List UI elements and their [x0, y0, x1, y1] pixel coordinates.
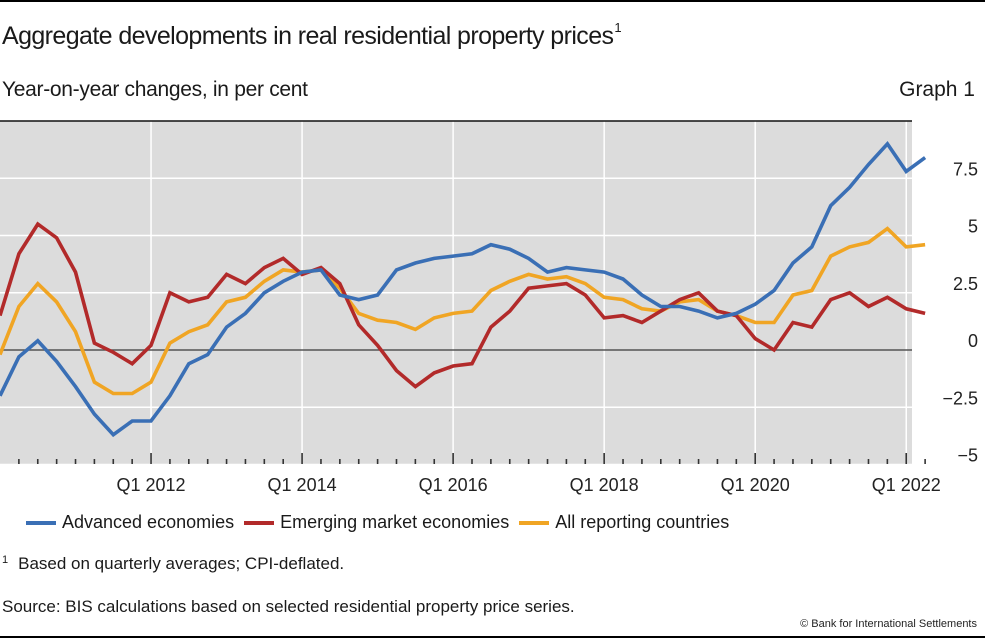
source-note: Source: BIS calculations based on select… [2, 597, 575, 616]
legend-label-advanced: Advanced economies [62, 512, 235, 532]
chart-title: Aggregate developments in real residenti… [2, 20, 622, 51]
series-layer [0, 141, 927, 438]
legend-item-all[interactable]: All reporting countries [519, 512, 729, 533]
legend-item-advanced[interactable]: Advanced economies [26, 512, 234, 533]
legend-item-emerging[interactable]: Emerging market economies [244, 512, 509, 533]
y-tick-label: −5 [957, 446, 978, 466]
x-tick-label: Q1 2016 [419, 475, 488, 495]
x-tick-label: Q1 2022 [872, 475, 941, 495]
title-footnote-marker: 1 [614, 20, 622, 35]
legend: Advanced economies Emerging market econo… [26, 512, 739, 533]
footnote: 1 Based on quarterly averages; CPI-deflat… [2, 554, 344, 574]
line-chart: Q1 2012 Q1 2014 Q1 2016 Q1 2018 Q1 2020 Q1 20… [0, 120, 978, 495]
x-tick-label: Q1 2020 [721, 475, 790, 495]
top-rule [0, 0, 985, 2]
x-axis-ticks [18, 453, 926, 464]
legend-label-all: All reporting countries [555, 512, 730, 532]
bottom-rule [0, 636, 985, 638]
footnote-text: Based on quarterly averages; CPI-deflate… [18, 554, 345, 573]
footnote-marker: 1 [2, 554, 9, 566]
y-gridlines [0, 177, 912, 466]
y-tick-label: −2.5 [942, 388, 978, 408]
x-axis-labels: Q1 2012 Q1 2014 Q1 2016 Q1 2018 Q1 2020 Q1 20… [117, 475, 941, 495]
copyright: © Bank for International Settlements [800, 618, 977, 630]
chart-title-text: Aggregate developments in real residenti… [2, 22, 614, 50]
y-axis-labels: −5 −2.5 0 2.5 5 7.5 [942, 159, 978, 465]
chart-subtitle: Year-on-year changes, in per cent [2, 78, 308, 101]
y-tick-label: 0 [968, 331, 978, 351]
series-line-emerging [0, 221, 926, 389]
legend-swatch-advanced [26, 520, 56, 525]
legend-swatch-all [519, 520, 550, 525]
series-line-all [0, 226, 926, 396]
graph-number: Graph 1 [899, 78, 975, 101]
x-tick-label: Q1 2012 [117, 475, 186, 495]
y-tick-label: 7.5 [953, 159, 978, 179]
legend-swatch-emerging [244, 520, 275, 525]
legend-label-emerging: Emerging market economies [280, 512, 510, 532]
x-tick-label: Q1 2018 [570, 475, 639, 495]
series-line-advanced [0, 141, 927, 438]
x-tick-label: Q1 2014 [268, 475, 337, 495]
y-tick-label: 5 [968, 217, 978, 237]
y-tick-label: 2.5 [953, 274, 978, 294]
